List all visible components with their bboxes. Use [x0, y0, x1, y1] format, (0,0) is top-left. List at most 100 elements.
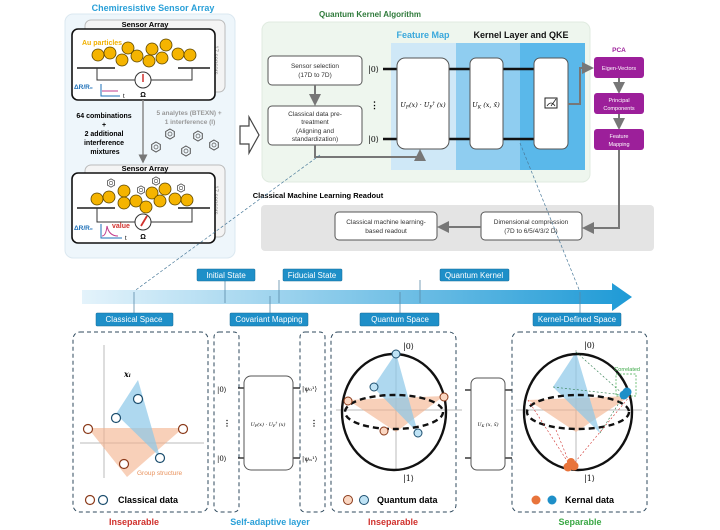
legend-marker-orange [343, 495, 353, 505]
svg-text:⋮: ⋮ [370, 100, 379, 110]
bloch-sphere [522, 352, 634, 472]
classical-verdict: Inseparable [109, 517, 159, 527]
svg-text:t: t [123, 94, 125, 100]
sensor-panel: Chemiresistive Sensor Array 17 sensors S… [64, 3, 236, 259]
svg-text:Covariant Mapping: Covariant Mapping [235, 315, 302, 324]
tag-quantum-space [359, 312, 440, 327]
qka-title: Quantum Kernel Algorithm [319, 10, 421, 19]
kernel-defined-space-panel: Correlated |0⟩ |1⟩ Kernal data Separable [511, 331, 648, 527]
svg-text:|0⟩: |0⟩ [584, 341, 595, 350]
feature-map-title: Feature Map [396, 30, 450, 40]
svg-text:Quantum Kernel: Quantum Kernel [445, 271, 503, 280]
svg-text:|ψₙ¹⟩: |ψₙ¹⟩ [302, 455, 317, 463]
xi-label: xᵢ [123, 369, 131, 379]
legend-marker-orange [531, 495, 541, 505]
svg-text:t: t [125, 236, 127, 242]
analytes-text: 5 analytes (BTEXN) + 1 interference (I) [156, 110, 223, 126]
svg-text:⋮: ⋮ [223, 419, 231, 428]
dimensional-compression-box [480, 211, 583, 241]
right-arrow-icon [239, 114, 260, 156]
svg-text:Quantum Space: Quantum Space [371, 315, 429, 324]
correlated-label: Correlated [614, 367, 640, 373]
svg-text:Classical machine learning-bas: Classical machine learning-based readout [346, 219, 425, 235]
quantum-kernel-algorithm: Quantum Kernel Algorithm Feature Map Ker… [261, 10, 594, 183]
legend-classical-data: Classical data [118, 495, 179, 505]
svg-text:Eigen-Vectors: Eigen-Vectors [602, 66, 636, 72]
ml-readout-box [334, 211, 438, 241]
tag-classical-space [95, 312, 174, 327]
classical-points [82, 393, 189, 470]
quantum-points [343, 349, 449, 438]
combinations-text: 64 combinations + 2 additional interfere… [76, 113, 133, 156]
svg-text:Initial State: Initial State [206, 271, 246, 280]
kernel-layer-title: Kernel Layer and QKE [473, 30, 568, 40]
eigen-vectors-box [594, 57, 644, 78]
group-structure-label: Group structure [137, 470, 183, 477]
sensor-array-label: Sensor Array [122, 20, 170, 29]
kernel-points [563, 387, 632, 472]
svg-text:|0⟩: |0⟩ [403, 342, 414, 351]
legend-marker-blue [97, 494, 109, 506]
measurement-meter-icon [544, 97, 558, 109]
sensor-array-bottom: 17 sensors Sensor Array Ω ΔR/R₀ value t [71, 164, 226, 244]
svg-text:|1⟩: |1⟩ [403, 474, 414, 483]
ket-zero: |0⟩ [368, 135, 379, 144]
classical-space-panel: xᵢ Group structure Classical data Insepa… [72, 331, 209, 527]
response-axis-label: ΔR/R₀ [74, 84, 93, 91]
svg-text:|0⟩: |0⟩ [217, 386, 227, 394]
tag-fiducial-state [282, 268, 343, 282]
legend-kernel-data: Kernal data [565, 495, 615, 505]
quantum-space-panel: |0⟩ |1⟩ Quantum data Inseparable [330, 331, 462, 527]
au-particles [90, 182, 194, 214]
tag-kernel-defined-space [532, 312, 622, 327]
principal-components-box [594, 93, 644, 114]
svg-text:UK (x, x̃): UK (x, x̃) [477, 421, 498, 428]
ket-zero: |0⟩ [368, 65, 379, 74]
kernel-verdict: Separable [558, 517, 601, 527]
pca-title: PCA [612, 47, 626, 54]
svg-text:Sensor selection(17D to 7D): Sensor selection (17D to 7D) [291, 63, 339, 79]
sensor-panel-title: Chemiresistive Sensor Array [92, 3, 215, 13]
svg-text:Kernel-Defined Space: Kernel-Defined Space [538, 315, 617, 324]
sensor-array-top: 17 sensors Sensor Array Au particles Ω Δ… [71, 19, 226, 101]
svg-text:Dimensional compression(7D to: Dimensional compression (7D to 6/5/4/3/2 … [494, 219, 569, 235]
svg-text:Classical Space: Classical Space [106, 315, 163, 324]
quantum-verdict: Inseparable [368, 517, 418, 527]
svg-text:UF(x) · UF† (x): UF(x) · UF† (x) [251, 421, 286, 428]
sensor-selection-box [267, 55, 363, 86]
legend-quantum-data: Quantum data [377, 495, 438, 505]
svg-text:Classical data pre-treatment(A: Classical data pre-treatment (Aligning an… [288, 111, 342, 143]
svg-text:UK (x, x̃): UK (x, x̃) [472, 100, 500, 111]
readout-title: Classical Machine Learning Readout [253, 191, 384, 200]
svg-text:Fiducial State: Fiducial State [288, 271, 337, 280]
classical-readout: Classical Machine Learning Readout Dimen… [253, 150, 654, 251]
tag-initial-state [196, 268, 256, 282]
feature-map-gate [396, 57, 450, 150]
covariant-mapping-gate [243, 375, 294, 471]
svg-text:|ψ₀¹⟩: |ψ₀¹⟩ [302, 385, 317, 393]
tag-covariant-mapping [229, 312, 309, 327]
svg-text:⋮: ⋮ [310, 419, 318, 428]
svg-text:UF(x) · UF† (x): UF(x) · UF† (x) [400, 101, 446, 111]
au-particles [91, 38, 197, 68]
svg-text:|0⟩: |0⟩ [217, 455, 227, 463]
tag-quantum-kernel [439, 268, 510, 282]
legend-marker-orange [84, 494, 96, 506]
value-label: value [112, 223, 130, 230]
self-adaptive-layer-panel: |0⟩ |0⟩ ⋮ ⋮ UF(x) · UF† (x) |ψ₀¹⟩ |ψₙ¹⟩ … [213, 331, 326, 527]
timeline: Initial State Fiducial State Quantum Ker… [82, 268, 632, 327]
svg-text:Ω: Ω [140, 234, 146, 241]
response-axis-label: ΔR/R₀ [74, 225, 93, 232]
kernel-mapping-gate [470, 377, 506, 471]
legend-marker-blue [359, 495, 369, 505]
svg-text:|1⟩: |1⟩ [584, 474, 595, 483]
sensor-array-label: Sensor Array [122, 164, 170, 173]
svg-text:Ω: Ω [140, 92, 146, 99]
feature-mapping-box [594, 129, 644, 150]
au-particles-label: Au particles [82, 40, 122, 47]
legend-marker-blue [547, 495, 557, 505]
timeline-arrow [82, 283, 632, 311]
